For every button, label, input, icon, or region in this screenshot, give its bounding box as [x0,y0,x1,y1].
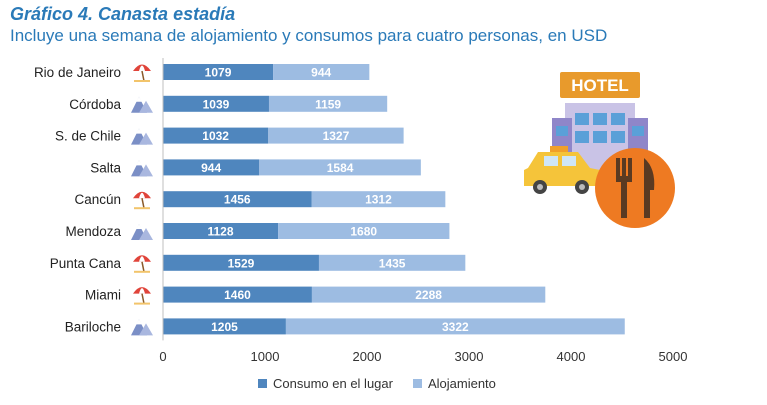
bar-consumo [163,64,274,80]
data-label-consumo: 1456 [224,193,251,207]
taxi-icon [524,146,600,194]
data-label-alojamiento: 944 [311,66,331,80]
data-label-alojamiento: 1327 [323,129,350,143]
fork-knife-icon [595,148,675,228]
chart-title: Gráfico 4. Canasta estadía [10,4,236,24]
bar-alojamiento [318,254,466,271]
x-tick-label: 2000 [353,349,382,364]
bar-alojamiento [268,127,404,144]
x-tick-label: 4000 [557,349,586,364]
x-tick-label: 5000 [659,349,688,364]
data-label-consumo: 1529 [228,256,255,270]
hotel-sign-text: HOTEL [571,76,629,95]
bar-alojamiento [259,159,421,176]
legend-item-consumo: Consumo en el lugar [258,376,393,391]
mountain-icon [131,160,153,177]
category-label: Punta Cana [50,256,122,271]
beach-umbrella-icon [133,287,151,305]
legend-label-consumo: Consumo en el lugar [273,376,393,391]
category-label: Salta [90,160,121,175]
category-label: Cancún [74,192,121,207]
data-label-alojamiento: 2288 [415,288,442,302]
data-label-alojamiento: 1159 [315,97,341,111]
beach-umbrella-icon [133,64,151,82]
bar-alojamiento [285,318,625,335]
legend-item-alojamiento: Alojamiento [412,376,496,391]
category-label: Mendoza [65,224,121,239]
bar-alojamiento [311,286,546,303]
data-label-alojamiento: 1312 [365,193,392,207]
category-label: Córdoba [69,97,121,112]
data-label-consumo: 1032 [202,129,229,143]
mountain-icon [131,224,153,240]
x-tick-label: 1000 [251,349,280,364]
category-label: Bariloche [65,319,121,334]
data-label-consumo: 944 [201,161,221,175]
category-label: Miami [85,288,121,303]
beach-umbrella-icon [133,255,151,273]
hotel-sign-icon [560,72,640,98]
data-label-consumo: 1460 [224,288,251,302]
legend-swatch-alojamiento [412,379,422,388]
category-label: S. de Chile [55,129,121,144]
category-label: Rio de Janeiro [34,65,121,80]
bar-consumo [163,318,286,335]
chart-legend: Consumo en el lugar Alojamiento [258,376,496,391]
bar-consumo [163,254,319,271]
bar-alojamiento [278,223,450,239]
mountain-icon [131,128,153,145]
data-label-consumo: 1039 [203,97,230,111]
bar-consumo [163,95,269,112]
bar-alojamiento [311,191,446,208]
data-label-alojamiento: 1435 [379,256,406,270]
beach-umbrella-icon [133,191,151,210]
hotel-illustration: HOTEL [524,72,675,228]
bar-consumo [163,223,279,239]
data-label-consumo: 1205 [211,320,238,334]
x-tick-label: 3000 [455,349,484,364]
bar-consumo [163,286,312,303]
mountain-icon [131,319,153,336]
bar-consumo [163,191,312,208]
chart-subtitle: Incluye una semana de alojamiento y cons… [10,26,608,45]
legend-label-alojamiento: Alojamiento [427,376,496,391]
data-label-consumo: 1079 [205,66,232,80]
data-label-consumo: 1128 [208,225,234,239]
bar-consumo [163,127,269,144]
data-label-alojamiento: 3322 [442,320,469,334]
mountain-icon [131,96,153,113]
bar-alojamiento [268,95,388,112]
x-tick-label: 0 [159,349,166,364]
data-label-alojamiento: 1584 [327,161,354,175]
bar-alojamiento [273,64,370,80]
legend-swatch-consumo [258,379,267,388]
data-label-alojamiento: 1680 [350,225,377,239]
bar-consumo [163,159,260,176]
